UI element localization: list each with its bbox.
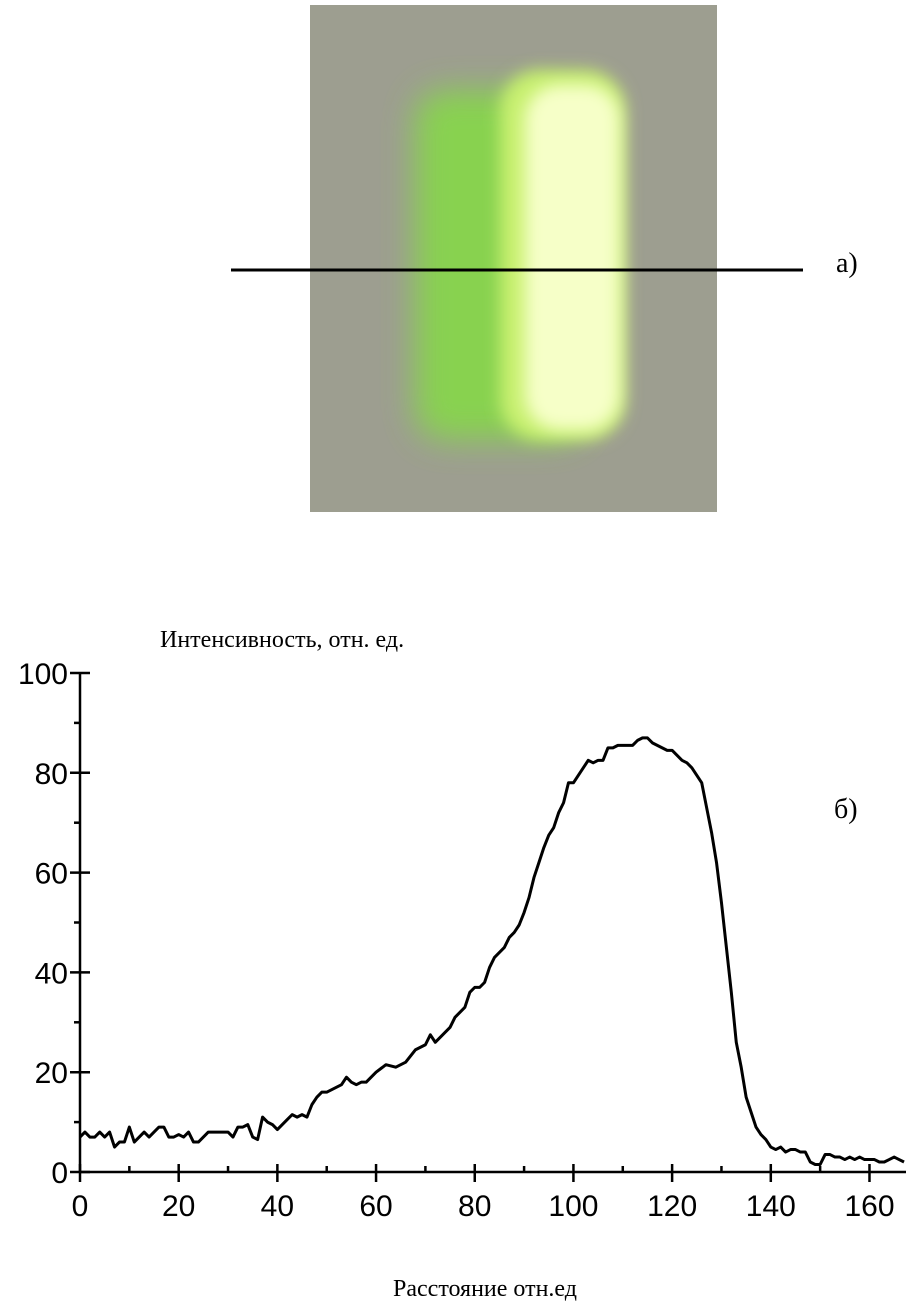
- y-tick-label: 80: [35, 758, 68, 791]
- y-tick-label: 0: [51, 1157, 68, 1190]
- x-tick-label: 120: [647, 1190, 697, 1223]
- y-tick-label: 60: [35, 858, 68, 891]
- y-tick-label: 40: [35, 957, 68, 990]
- plot: 0 20 40 60 80 100 0 20 40 60 80 100 120 140 160: [18, 658, 906, 1223]
- y-axis-label: Интенсивность, отн. ед.: [160, 627, 404, 653]
- x-tick-label: 140: [746, 1190, 796, 1223]
- data-line: [78, 736, 905, 1167]
- x-tick-label: 160: [844, 1190, 894, 1223]
- panel-label: а): [836, 248, 858, 279]
- x-tick-label: 20: [162, 1190, 195, 1223]
- x-tick-label: 0: [72, 1190, 89, 1223]
- y-tick-label: 20: [35, 1057, 68, 1090]
- x-tick-label: 60: [359, 1190, 392, 1223]
- x-axis-label: Расстояние отн.ед: [393, 1276, 577, 1302]
- x-tick-label: 40: [261, 1190, 294, 1223]
- x-tick-label: 100: [548, 1190, 598, 1223]
- y-tick-label: 100: [18, 658, 68, 691]
- panel-label: б): [834, 794, 858, 825]
- x-tick-label: 80: [458, 1190, 491, 1223]
- photo: [310, 5, 717, 512]
